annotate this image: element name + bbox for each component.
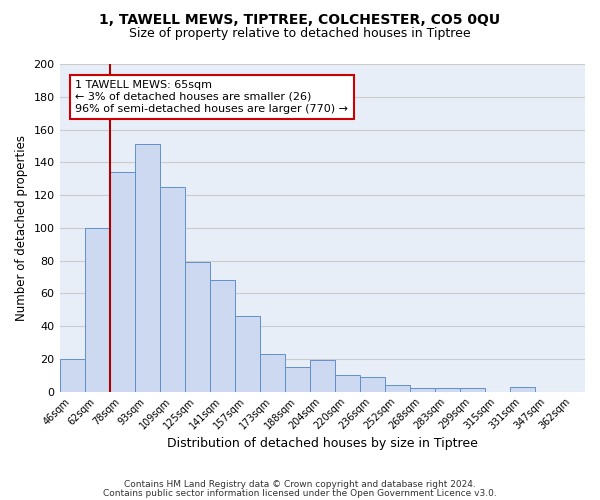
Y-axis label: Number of detached properties: Number of detached properties (15, 135, 28, 321)
Bar (160, 187, 185, 392)
Text: Contains HM Land Registry data © Crown copyright and database right 2024.: Contains HM Land Registry data © Crown c… (124, 480, 476, 489)
Bar (285, 367, 310, 392)
X-axis label: Distribution of detached houses by size in Tiptree: Distribution of detached houses by size … (167, 437, 478, 450)
Bar (460, 388, 485, 392)
Bar (385, 385, 410, 392)
Bar (260, 354, 285, 392)
Text: 1 TAWELL MEWS: 65sqm
← 3% of detached houses are smaller (26)
96% of semi-detach: 1 TAWELL MEWS: 65sqm ← 3% of detached ho… (76, 80, 349, 114)
Bar (185, 262, 209, 392)
Bar (510, 386, 535, 392)
Bar (85, 228, 110, 392)
Bar (310, 360, 335, 392)
Text: 1, TAWELL MEWS, TIPTREE, COLCHESTER, CO5 0QU: 1, TAWELL MEWS, TIPTREE, COLCHESTER, CO5… (100, 12, 500, 26)
Bar (59, 359, 85, 392)
Bar (410, 388, 435, 392)
Bar (235, 316, 260, 392)
Text: Contains public sector information licensed under the Open Government Licence v3: Contains public sector information licen… (103, 488, 497, 498)
Bar (435, 388, 460, 392)
Bar (360, 377, 385, 392)
Bar (209, 280, 235, 392)
Bar (335, 375, 360, 392)
Bar (134, 144, 160, 392)
Bar (110, 172, 134, 392)
Text: Size of property relative to detached houses in Tiptree: Size of property relative to detached ho… (129, 28, 471, 40)
